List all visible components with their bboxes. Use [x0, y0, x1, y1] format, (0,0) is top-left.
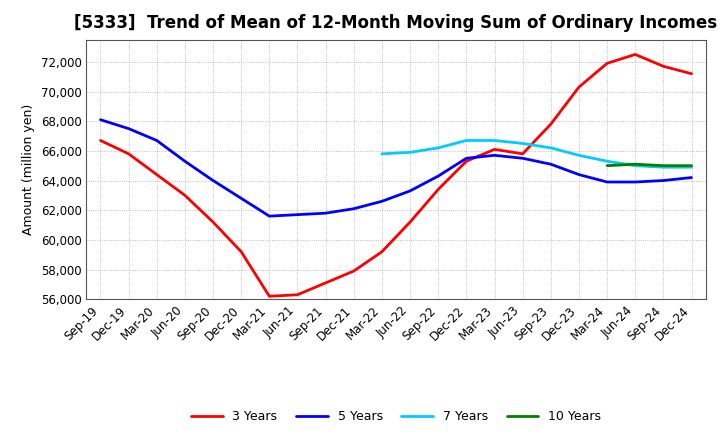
5 Years — [631, 180, 639, 185]
5 Years — [687, 175, 696, 180]
5 Years — [518, 156, 527, 161]
5 Years — [153, 138, 161, 143]
5 Years — [265, 213, 274, 219]
Line: 10 Years: 10 Years — [607, 164, 691, 166]
10 Years — [603, 163, 611, 169]
Line: 7 Years: 7 Years — [382, 140, 691, 167]
7 Years — [546, 145, 555, 150]
5 Years — [237, 196, 246, 201]
7 Years — [462, 138, 471, 143]
5 Years — [293, 212, 302, 217]
3 Years — [434, 187, 443, 192]
3 Years — [125, 151, 133, 157]
3 Years — [209, 220, 217, 225]
5 Years — [490, 153, 499, 158]
3 Years — [462, 158, 471, 164]
Line: 5 Years: 5 Years — [101, 120, 691, 216]
7 Years — [575, 153, 583, 158]
5 Years — [546, 161, 555, 167]
3 Years — [321, 280, 330, 286]
5 Years — [321, 210, 330, 216]
3 Years — [406, 220, 415, 225]
10 Years — [631, 161, 639, 167]
7 Years — [687, 165, 696, 170]
3 Years — [575, 84, 583, 90]
10 Years — [659, 163, 667, 169]
5 Years — [349, 206, 358, 211]
7 Years — [603, 158, 611, 164]
7 Years — [490, 138, 499, 143]
3 Years — [687, 71, 696, 77]
3 Years — [603, 61, 611, 66]
Line: 3 Years: 3 Years — [101, 55, 691, 296]
3 Years — [659, 64, 667, 69]
3 Years — [490, 147, 499, 152]
3 Years — [265, 293, 274, 299]
3 Years — [349, 268, 358, 274]
5 Years — [462, 156, 471, 161]
5 Years — [125, 126, 133, 131]
3 Years — [96, 138, 105, 143]
Legend: 3 Years, 5 Years, 7 Years, 10 Years: 3 Years, 5 Years, 7 Years, 10 Years — [186, 405, 606, 428]
5 Years — [377, 198, 386, 204]
3 Years — [518, 151, 527, 157]
5 Years — [181, 158, 189, 164]
7 Years — [631, 163, 639, 169]
3 Years — [153, 172, 161, 177]
3 Years — [377, 249, 386, 254]
7 Years — [434, 145, 443, 150]
5 Years — [406, 188, 415, 194]
10 Years — [687, 163, 696, 169]
5 Years — [96, 117, 105, 122]
Title: [5333]  Trend of Mean of 12-Month Moving Sum of Ordinary Incomes: [5333] Trend of Mean of 12-Month Moving … — [74, 15, 718, 33]
7 Years — [406, 150, 415, 155]
5 Years — [603, 180, 611, 185]
5 Years — [209, 178, 217, 183]
5 Years — [659, 178, 667, 183]
3 Years — [631, 52, 639, 57]
5 Years — [434, 173, 443, 179]
7 Years — [377, 151, 386, 157]
7 Years — [659, 165, 667, 170]
3 Years — [181, 193, 189, 198]
7 Years — [518, 141, 527, 146]
3 Years — [546, 121, 555, 127]
5 Years — [575, 172, 583, 177]
3 Years — [293, 292, 302, 297]
Y-axis label: Amount (million yen): Amount (million yen) — [22, 104, 35, 235]
3 Years — [237, 249, 246, 254]
